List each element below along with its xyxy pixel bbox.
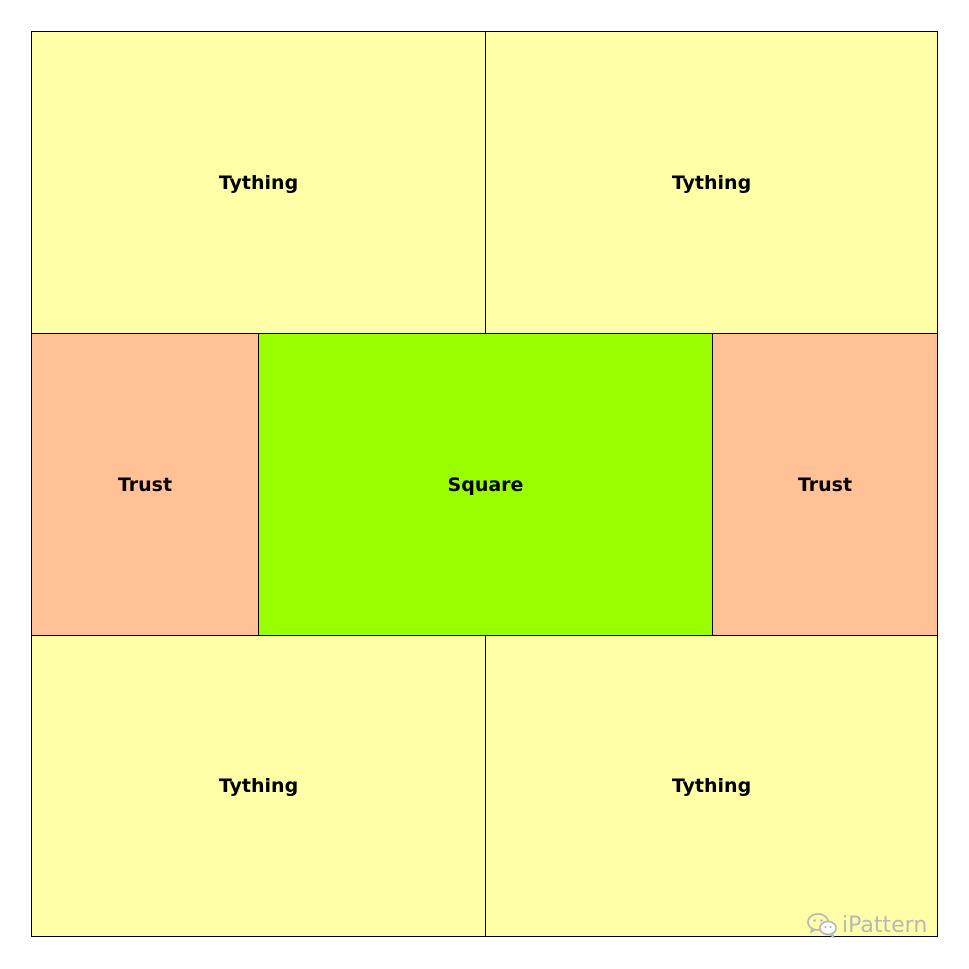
tything-top-left-cell: Tything: [32, 32, 486, 334]
watermark-text: iPattern: [842, 912, 928, 938]
tything-bottom-left-label: Tything: [218, 775, 299, 797]
trust-left-label: Trust: [117, 473, 173, 496]
pattern-diagram: Tything Tything Trust Square Trust Tythi…: [31, 31, 938, 937]
wechat-icon: [806, 912, 838, 938]
tything-bottom-left-cell: Tything: [32, 636, 486, 936]
trust-right-label: Trust: [797, 473, 853, 496]
tything-top-left-label: Tything: [218, 171, 299, 194]
tything-bottom-right-label: Tything: [671, 775, 752, 797]
tything-top-right-label: Tything: [671, 171, 752, 194]
tything-top-right-cell: Tything: [486, 32, 937, 334]
trust-left-cell: Trust: [32, 334, 259, 636]
square-label: Square: [447, 473, 524, 496]
watermark: iPattern: [806, 912, 927, 938]
square-cell: Square: [259, 334, 713, 636]
tything-bottom-right-cell: Tything: [486, 636, 937, 936]
trust-right-cell: Trust: [713, 334, 937, 636]
